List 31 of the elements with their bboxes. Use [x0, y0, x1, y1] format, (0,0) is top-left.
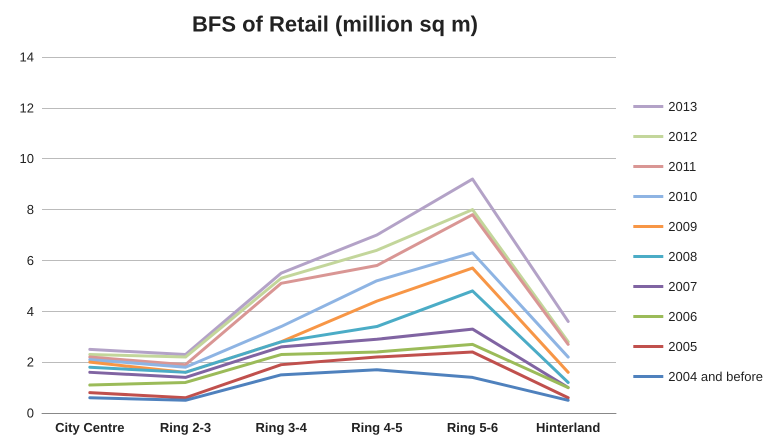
- y-tick-label: 6: [26, 252, 34, 268]
- line-series: [88, 342, 570, 390]
- legend-label: 2007: [668, 279, 698, 294]
- y-tick-label: 4: [26, 304, 34, 319]
- legend-label: 2012: [668, 129, 698, 144]
- y-tick-label: 2: [26, 354, 34, 370]
- legend-label: 2006: [668, 309, 698, 324]
- legend-label: 2004 and before: [668, 369, 764, 384]
- y-tick-label: 0: [26, 406, 34, 420]
- legend-label: 2005: [668, 339, 698, 354]
- line-series: [88, 251, 570, 369]
- line-series: [88, 178, 570, 356]
- y-tick-label: 10: [20, 151, 34, 166]
- x-tick-label: Ring 4-5: [351, 420, 402, 435]
- x-tick-label: Ring 5-6: [446, 420, 498, 435]
- legend-label: 2010: [668, 189, 698, 204]
- x-tick-label: Ring 2-3: [160, 420, 212, 435]
- line-series: [88, 350, 570, 400]
- y-tick-label: 12: [20, 100, 34, 116]
- legend-label: 2009: [668, 219, 698, 234]
- x-tick-label: Hinterland: [536, 420, 600, 435]
- y-tick-label: 8: [26, 202, 34, 218]
- chart-title: BFS of Retail (million sq m): [192, 12, 478, 36]
- x-tick-label: Ring 3-4: [256, 420, 308, 435]
- legend-label: 2013: [668, 99, 698, 114]
- legend-label: 2011: [668, 159, 696, 174]
- line-series: [88, 368, 570, 402]
- x-tick-label: City Centre: [55, 420, 125, 435]
- line-series: [88, 289, 570, 384]
- legend-label: 2008: [668, 249, 698, 264]
- y-tick-label: 14: [20, 50, 34, 64]
